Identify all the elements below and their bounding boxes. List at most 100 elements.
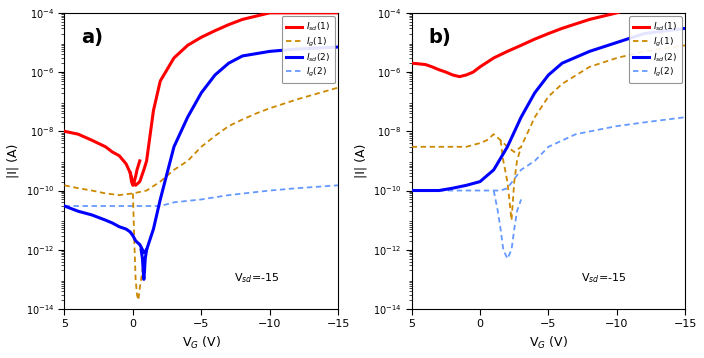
$I_g$(2): [531, 159, 539, 163]
$I_g$(2): [197, 197, 206, 202]
$I_{sd}$(1): [428, 65, 436, 69]
$I_{sd}$(2): [334, 45, 342, 49]
Line: $I_g$(1): $I_g$(1): [412, 45, 686, 152]
$I_g$(1): [156, 179, 165, 184]
$I_{sd}$(1): [531, 37, 539, 41]
$I_g$(1): [435, 145, 444, 149]
$I_{sd}$(1): [238, 17, 246, 21]
$I_g$(2): [681, 115, 690, 119]
$I_g$(1): [334, 86, 342, 90]
$I_{sd}$(1): [544, 32, 553, 36]
Text: V$_{sd}$=-15: V$_{sd}$=-15: [582, 271, 627, 285]
$I_g$(1): [462, 145, 470, 149]
$I_{sd}$(2): [640, 32, 648, 36]
$I_{sd}$(1): [585, 17, 593, 21]
$I_g$(2): [640, 120, 648, 125]
$I_g$(2): [265, 188, 274, 193]
$I_{sd}$(2): [489, 168, 498, 172]
$I_{sd}$(2): [61, 204, 69, 208]
$I_{sd}$(1): [101, 145, 110, 149]
$I_{sd}$(2): [122, 227, 130, 231]
$I_g$(1): [293, 97, 301, 101]
$I_g$(1): [503, 145, 512, 149]
$I_{sd}$(2): [476, 179, 484, 184]
$I_{sd}$(2): [149, 227, 158, 231]
$I_{sd}$(2): [585, 49, 593, 54]
$I_g$(2): [225, 193, 233, 197]
$I_g$(2): [503, 186, 512, 190]
$I_g$(1): [210, 134, 219, 138]
$I_g$(2): [483, 188, 491, 193]
$I_{sd}$(2): [265, 49, 274, 54]
$I_{sd}$(2): [87, 213, 96, 217]
$I_{sd}$(2): [132, 239, 140, 243]
$I_g$(2): [156, 204, 165, 208]
Text: V$_{sd}$=-15: V$_{sd}$=-15: [234, 271, 279, 285]
$I_{sd}$(2): [115, 224, 123, 229]
$I_{sd}$(1): [448, 73, 457, 77]
$I_g$(2): [87, 204, 96, 208]
$I_{sd}$(1): [108, 150, 117, 154]
Line: $I_{sd}$(2): $I_{sd}$(2): [412, 28, 686, 190]
$I_g$(1): [585, 65, 593, 69]
$I_g$(2): [435, 188, 444, 193]
$I_{sd}$(1): [136, 179, 144, 184]
X-axis label: V$_G$ (V): V$_G$ (V): [529, 335, 568, 351]
$I_{sd}$(2): [136, 242, 144, 247]
$I_{sd}$(1): [126, 170, 134, 175]
$I_{sd}$(1): [421, 62, 429, 67]
Line: $I_{sd}$(1): $I_{sd}$(1): [412, 0, 686, 77]
$I_{sd}$(1): [115, 154, 123, 158]
$I_g$(1): [184, 159, 192, 163]
Line: $I_g$(2): $I_g$(2): [412, 117, 686, 190]
$I_g$(2): [129, 204, 137, 208]
$I_{sd}$(1): [462, 73, 470, 77]
$I_g$(2): [462, 188, 470, 193]
Line: $I_{sd}$(1): $I_{sd}$(1): [65, 13, 338, 185]
$I_{sd}$(1): [435, 68, 444, 72]
$I_{sd}$(2): [448, 186, 457, 190]
Y-axis label: |I| (A): |I| (A): [354, 144, 367, 178]
$I_g$(1): [544, 94, 553, 98]
$I_{sd}$(1): [612, 11, 621, 15]
$I_{sd}$(1): [184, 43, 192, 48]
$I_g$(1): [612, 56, 621, 60]
$I_{sd}$(2): [184, 115, 192, 119]
$I_{sd}$(1): [408, 61, 416, 65]
$I_{sd}$(1): [132, 183, 140, 188]
$I_g$(1): [197, 145, 206, 149]
$I_{sd}$(2): [126, 230, 134, 234]
$I_{sd}$(1): [517, 43, 525, 48]
$I_{sd}$(1): [503, 49, 512, 54]
$I_g$(2): [293, 186, 301, 190]
$I_{sd}$(1): [334, 11, 342, 15]
$I_g$(1): [238, 117, 246, 122]
$I_{sd}$(2): [197, 91, 206, 95]
$I_g$(1): [170, 168, 178, 172]
$I_{sd}$(1): [455, 74, 464, 79]
Line: $I_g$(2): $I_g$(2): [65, 185, 338, 206]
$I_g$(1): [531, 115, 539, 119]
$I_{sd}$(1): [87, 138, 96, 142]
$I_{sd}$(2): [101, 218, 110, 222]
$I_g$(1): [87, 188, 96, 193]
$I_{sd}$(2): [612, 40, 621, 45]
$I_{sd}$(2): [170, 145, 178, 149]
$I_{sd}$(1): [170, 56, 178, 60]
$I_{sd}$(1): [489, 56, 498, 60]
$I_{sd}$(1): [558, 26, 567, 30]
$I_{sd}$(1): [74, 132, 82, 136]
$I_{sd}$(2): [544, 73, 553, 77]
$I_g$(2): [408, 188, 416, 193]
$I_{sd}$(2): [142, 248, 151, 252]
$I_{sd}$(2): [108, 221, 117, 225]
$I_{sd}$(2): [558, 61, 567, 65]
$I_g$(1): [101, 191, 110, 195]
$I_{sd}$(1): [293, 11, 301, 15]
$I_g$(1): [640, 49, 648, 54]
$I_g$(1): [142, 188, 151, 193]
$I_g$(2): [61, 204, 69, 208]
$I_{sd}$(1): [210, 29, 219, 33]
$I_{sd}$(2): [74, 209, 82, 213]
$I_g$(2): [496, 188, 505, 193]
